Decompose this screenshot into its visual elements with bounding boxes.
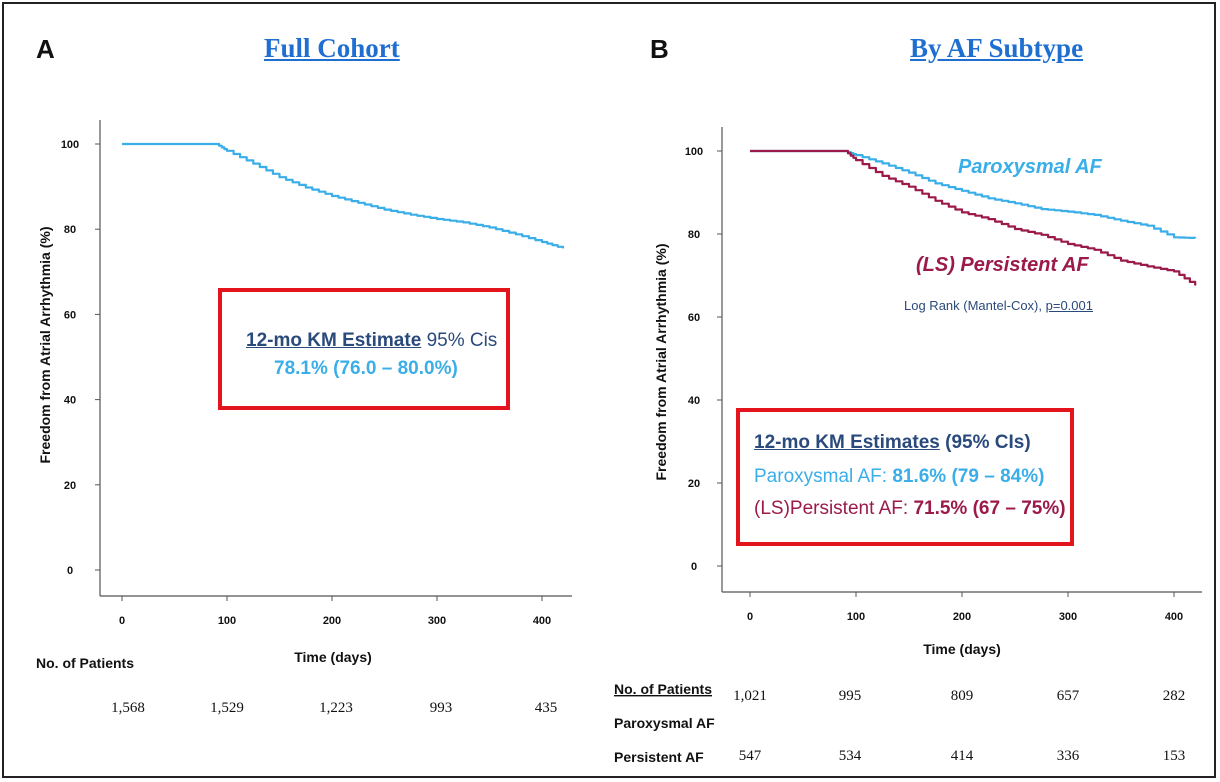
chart-b-risk-row-paroxysmal: 1,021 995 809 657 282 xyxy=(733,688,1185,704)
risk-count: 435 xyxy=(535,700,558,716)
chart-a-risk-row: 1,568 1,529 1,223 993 435 xyxy=(111,700,557,716)
panel-b-estimate-heading-line: 12-mo KM Estimates (95% CIs) xyxy=(754,432,1031,454)
y-tick-label: 80 xyxy=(688,229,700,241)
panel-b-estimate-heading: 12-mo KM Estimates xyxy=(754,432,940,453)
y-tick-label: 40 xyxy=(688,395,700,407)
panel-b-estimate-paroxysmal: Paroxysmal AF: 81.6% (79 – 84%) xyxy=(754,466,1044,488)
panel-b-letter: B xyxy=(650,34,669,64)
risk-count: 657 xyxy=(1057,688,1080,704)
risk-count: 809 xyxy=(951,688,974,704)
y-tick-label: 60 xyxy=(688,312,700,324)
x-tick-label: 300 xyxy=(428,615,446,627)
chart-a-xlabel: Time (days) xyxy=(294,649,372,665)
paroxysmal-series-label: Paroxysmal AF xyxy=(958,156,1102,178)
chart-b-risk-row-persistent: 547 534 414 336 153 xyxy=(739,748,1186,764)
panel-a-estimate-heading-line: 12-mo KM Estimate 95% Cis xyxy=(246,330,497,352)
y-tick-label: 0 xyxy=(67,565,73,577)
persistent-estimate-value: 71.5% (67 – 75%) xyxy=(913,498,1066,519)
paroxysmal-estimate-value: 81.6% (79 – 84%) xyxy=(892,466,1045,487)
x-tick-label: 100 xyxy=(218,615,236,627)
chart-a-ylabel: Freedom from Atrial Arrhythmia (%) xyxy=(37,227,53,464)
panel-b-title: By AF Subtype xyxy=(910,33,1084,63)
km-curve-paroxysmal xyxy=(750,149,1197,239)
risk-count: 1,529 xyxy=(210,700,244,716)
logrank-prefix: Log Rank (Mantel-Cox), xyxy=(904,298,1046,313)
panel-a-estimate-ci-label: 95% Cis xyxy=(426,330,498,351)
y-tick-label: 100 xyxy=(685,146,703,158)
x-tick-label: 400 xyxy=(1165,611,1183,623)
panel-b-estimate-box: 12-mo KM Estimates (95% CIs) Paroxysmal … xyxy=(736,408,1074,546)
chart-b-lines xyxy=(750,149,1197,286)
y-tick-label: 80 xyxy=(64,224,76,236)
risk-count: 993 xyxy=(430,700,453,716)
y-tick-label: 20 xyxy=(64,480,76,492)
x-tick-label: 200 xyxy=(953,611,971,623)
x-tick-label: 400 xyxy=(533,615,551,627)
logrank-p-value: p=0.001 xyxy=(1045,298,1093,313)
chart-b-xlabel: Time (days) xyxy=(923,641,1001,657)
chart-a-lines xyxy=(122,142,565,249)
paroxysmal-estimate-label: Paroxysmal AF: xyxy=(754,466,893,487)
risk-count: 995 xyxy=(839,688,862,704)
x-tick-label: 100 xyxy=(847,611,865,623)
risk-count: 282 xyxy=(1163,688,1186,704)
chart-b-ticks: 0 20 40 60 80 100 0 100 200 300 400 xyxy=(685,146,1183,623)
risk-count: 547 xyxy=(739,748,762,764)
y-tick-label: 20 xyxy=(688,478,700,490)
x-tick-label: 0 xyxy=(747,611,753,623)
x-tick-label: 0 xyxy=(119,615,125,627)
panel-a-letter: A xyxy=(36,34,55,64)
risk-count: 1,223 xyxy=(319,700,353,716)
risk-count: 1,021 xyxy=(733,688,767,704)
km-curve-full xyxy=(122,142,565,249)
logrank-annotation: Log Rank (Mantel-Cox), p=0.001 xyxy=(904,298,1093,313)
chart-a-ticks: 0 20 40 60 80 100 0 100 200 300 400 xyxy=(61,139,551,627)
risk-count: 153 xyxy=(1163,748,1186,764)
y-tick-label: 100 xyxy=(61,139,79,151)
persistent-estimate-label: (LS)Persistent AF: xyxy=(754,498,914,519)
panel-b-estimate-ci-label: (95% CIs) xyxy=(945,432,1031,453)
panel-b-estimate-persistent: (LS)Persistent AF: 71.5% (67 – 75%) xyxy=(754,498,1066,520)
chart-b-ylabel: Freedom from Atrial Arrhythmia (%) xyxy=(653,244,669,481)
chart-b-risk-row-label: Paroxysmal AF xyxy=(614,715,715,731)
chart-b-risk-row-label: Persistent AF xyxy=(614,749,704,765)
risk-count: 414 xyxy=(951,748,974,764)
km-curve-persistent xyxy=(750,149,1197,286)
y-tick-label: 0 xyxy=(691,561,697,573)
panel-a-estimate-heading: 12-mo KM Estimate xyxy=(246,330,422,351)
panel-a-estimate-box: 12-mo KM Estimate 95% Cis 78.1% (76.0 – … xyxy=(218,288,510,410)
chart-a-risk-header: No. of Patients xyxy=(36,655,134,671)
x-tick-label: 200 xyxy=(323,615,341,627)
chart-a-axes xyxy=(99,120,572,597)
y-tick-label: 40 xyxy=(64,395,76,407)
panel-a-estimate-value: 78.1% (76.0 – 80.0%) xyxy=(274,358,458,379)
persistent-series-label: (LS) Persistent AF xyxy=(916,254,1089,276)
risk-count: 1,568 xyxy=(111,700,145,716)
x-tick-label: 300 xyxy=(1059,611,1077,623)
chart-b-risk-header: No. of Patients xyxy=(614,681,712,697)
y-tick-label: 60 xyxy=(64,309,76,321)
risk-count: 336 xyxy=(1057,748,1080,764)
risk-count: 534 xyxy=(839,748,862,764)
panel-a-title: Full Cohort xyxy=(264,33,400,63)
